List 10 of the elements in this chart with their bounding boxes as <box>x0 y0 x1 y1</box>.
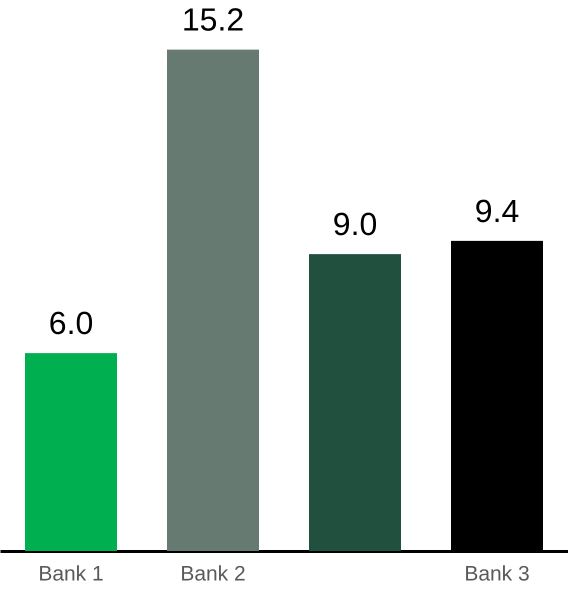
bar <box>309 254 401 551</box>
data-label: 15.2 <box>182 2 244 38</box>
bar <box>25 353 117 551</box>
x-tick-label: Bank 1 <box>38 562 104 586</box>
x-tick-label: Bank 3 <box>464 562 530 586</box>
data-label: 6.0 <box>48 305 94 342</box>
data-label: 9.4 <box>474 192 520 229</box>
bar <box>167 50 259 551</box>
data-label: 9.0 <box>332 206 378 242</box>
x-tick-label: Bank 2 <box>180 562 246 586</box>
